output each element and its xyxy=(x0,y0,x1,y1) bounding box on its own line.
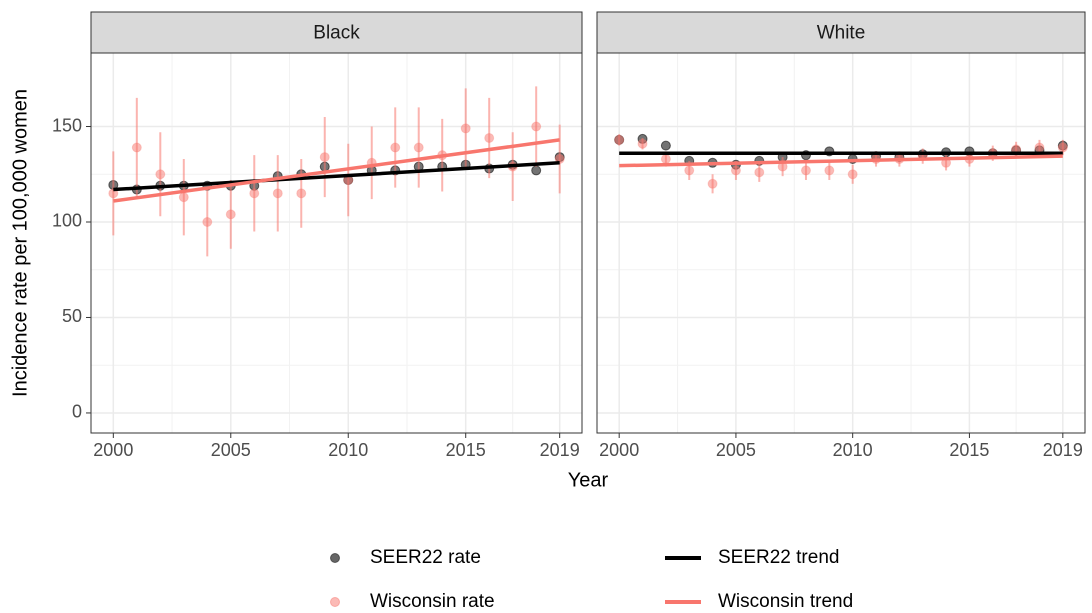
data-point xyxy=(847,169,858,180)
data-point xyxy=(131,142,142,153)
panel-border xyxy=(90,52,583,434)
x-tick-label: 2000 xyxy=(599,440,639,460)
data-point xyxy=(531,165,542,176)
x-tick-label: 2005 xyxy=(211,440,251,460)
panel-border xyxy=(596,52,1086,434)
x-tick-label: 2000 xyxy=(93,440,133,460)
y-tick-label: 150 xyxy=(52,115,82,135)
data-point xyxy=(531,121,542,132)
legend-key xyxy=(330,597,340,607)
strip-title: White xyxy=(817,23,866,44)
x-tick-label: 2005 xyxy=(716,440,756,460)
legend-label: SEER22 rate xyxy=(370,547,481,568)
data-point xyxy=(707,178,718,189)
data-point xyxy=(225,209,236,220)
x-tick-label: 2019 xyxy=(1043,440,1083,460)
y-tick-label: 100 xyxy=(52,211,82,231)
data-point xyxy=(155,169,166,180)
data-point xyxy=(484,132,495,143)
x-tick-label: 2010 xyxy=(328,440,368,460)
strip-background xyxy=(90,11,583,54)
legend-label: Wisconsin trend xyxy=(718,591,853,612)
x-tick-label: 2010 xyxy=(833,440,873,460)
data-point xyxy=(296,188,307,199)
legend-key xyxy=(330,553,340,563)
data-point xyxy=(614,134,625,145)
x-axis-title: Year xyxy=(568,469,609,491)
y-tick-label: 0 xyxy=(72,402,82,422)
data-point xyxy=(800,165,811,176)
panel-background xyxy=(91,53,582,433)
data-point xyxy=(272,188,283,199)
data-point xyxy=(390,142,401,153)
data-point xyxy=(460,123,471,134)
legend-label: SEER22 trend xyxy=(718,547,839,568)
x-tick-label: 2015 xyxy=(446,440,486,460)
data-point xyxy=(637,138,648,149)
data-point xyxy=(319,152,330,163)
data-point xyxy=(178,192,189,203)
data-point xyxy=(660,153,671,164)
y-axis-title: Incidence rate per 100,000 women xyxy=(9,89,31,397)
x-tick-label: 2015 xyxy=(949,440,989,460)
strip-title: Black xyxy=(313,23,360,44)
panel-background xyxy=(597,53,1085,433)
data-point xyxy=(684,165,695,176)
data-point xyxy=(660,140,671,151)
data-point xyxy=(1034,142,1045,153)
y-tick-label: 50 xyxy=(62,306,82,326)
trend-line xyxy=(619,154,1063,168)
legend-label: Wisconsin rate xyxy=(370,591,495,612)
data-point xyxy=(249,188,260,199)
data-point xyxy=(730,165,741,176)
trend-line xyxy=(113,161,560,192)
trend-line xyxy=(113,138,560,203)
data-point xyxy=(413,142,424,153)
strip-background xyxy=(596,11,1086,54)
data-point xyxy=(824,165,835,176)
data-point xyxy=(202,216,213,227)
data-point xyxy=(754,167,765,178)
data-point xyxy=(1057,142,1068,153)
x-tick-label: 2019 xyxy=(540,440,580,460)
